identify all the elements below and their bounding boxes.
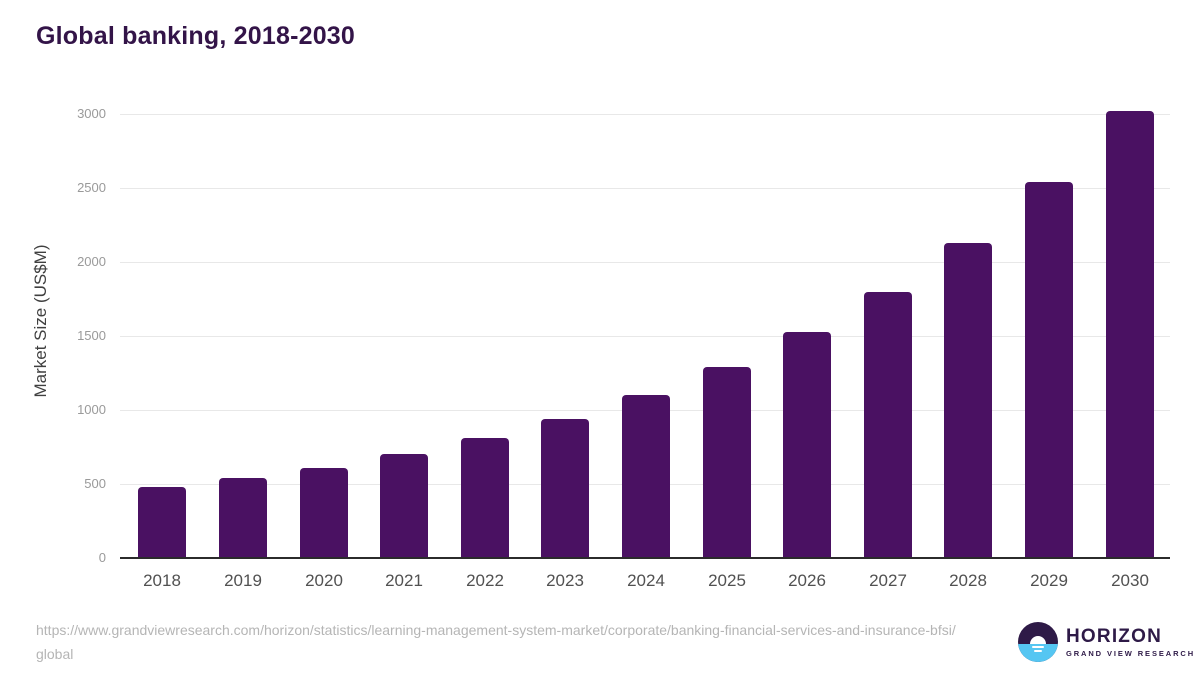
bar-2027 bbox=[864, 292, 912, 558]
gridline-2000 bbox=[120, 262, 1170, 263]
bar-2024 bbox=[622, 395, 670, 558]
x-tick-label-2022: 2022 bbox=[466, 571, 504, 590]
logo-text-block: HORIZON GRAND VIEW RESEARCH bbox=[1066, 627, 1195, 658]
y-tick-label-1000: 1000 bbox=[77, 402, 106, 417]
bar-2028 bbox=[944, 243, 992, 558]
logo-subtitle: GRAND VIEW RESEARCH bbox=[1066, 648, 1196, 658]
y-tick-label-2000: 2000 bbox=[77, 254, 106, 269]
x-tick-label-2018: 2018 bbox=[143, 571, 181, 590]
gridline-2500 bbox=[120, 188, 1170, 189]
gridline-1500 bbox=[120, 336, 1170, 337]
y-tick-label-2500: 2500 bbox=[77, 180, 106, 195]
bar-2018 bbox=[138, 487, 186, 558]
x-tick-label-2021: 2021 bbox=[385, 571, 423, 590]
x-tick-label-2028: 2028 bbox=[949, 571, 987, 590]
y-tick-label-0: 0 bbox=[98, 550, 106, 565]
bar-2030 bbox=[1106, 111, 1154, 558]
x-tick-label-2020: 2020 bbox=[305, 571, 343, 590]
horizon-logo: HORIZON GRAND VIEW RESEARCH bbox=[1018, 622, 1195, 662]
x-axis-line bbox=[120, 557, 1170, 559]
logo-reflection-line bbox=[1032, 646, 1044, 648]
bar-2020 bbox=[300, 468, 348, 558]
logo-wordmark: HORIZON bbox=[1066, 625, 1163, 647]
chart-title: Global banking, 2018-2030 bbox=[36, 22, 356, 50]
bar-2022 bbox=[461, 438, 509, 558]
x-tick-label-2026: 2026 bbox=[788, 571, 826, 590]
x-tick-label-2023: 2023 bbox=[546, 571, 584, 590]
y-tick-label-500: 500 bbox=[84, 476, 106, 491]
x-tick-label-2027: 2027 bbox=[869, 571, 907, 590]
logo-sun-shape bbox=[1030, 636, 1046, 644]
logo-sea-shape bbox=[1018, 644, 1058, 662]
x-tick-label-2030: 2030 bbox=[1111, 571, 1149, 590]
x-tick-label-2019: 2019 bbox=[224, 571, 262, 590]
bar-2026 bbox=[783, 332, 831, 558]
x-tick-label-2025: 2025 bbox=[708, 571, 746, 590]
gridline-3000 bbox=[120, 114, 1170, 115]
sunset-horizon-icon bbox=[1018, 622, 1058, 662]
bar-2025 bbox=[703, 367, 751, 558]
logo-reflection-line bbox=[1034, 650, 1042, 652]
x-tick-label-2024: 2024 bbox=[627, 571, 665, 590]
source-url: https://www.grandviewresearch.com/horizo… bbox=[36, 622, 956, 662]
bar-2021 bbox=[380, 454, 428, 558]
y-tick-label-1500: 1500 bbox=[77, 328, 106, 343]
bar-2019 bbox=[219, 478, 267, 558]
y-tick-label-3000: 3000 bbox=[77, 106, 106, 121]
bar-2023 bbox=[541, 419, 589, 558]
bar-2029 bbox=[1025, 182, 1073, 558]
x-tick-label-2029: 2029 bbox=[1030, 571, 1068, 590]
